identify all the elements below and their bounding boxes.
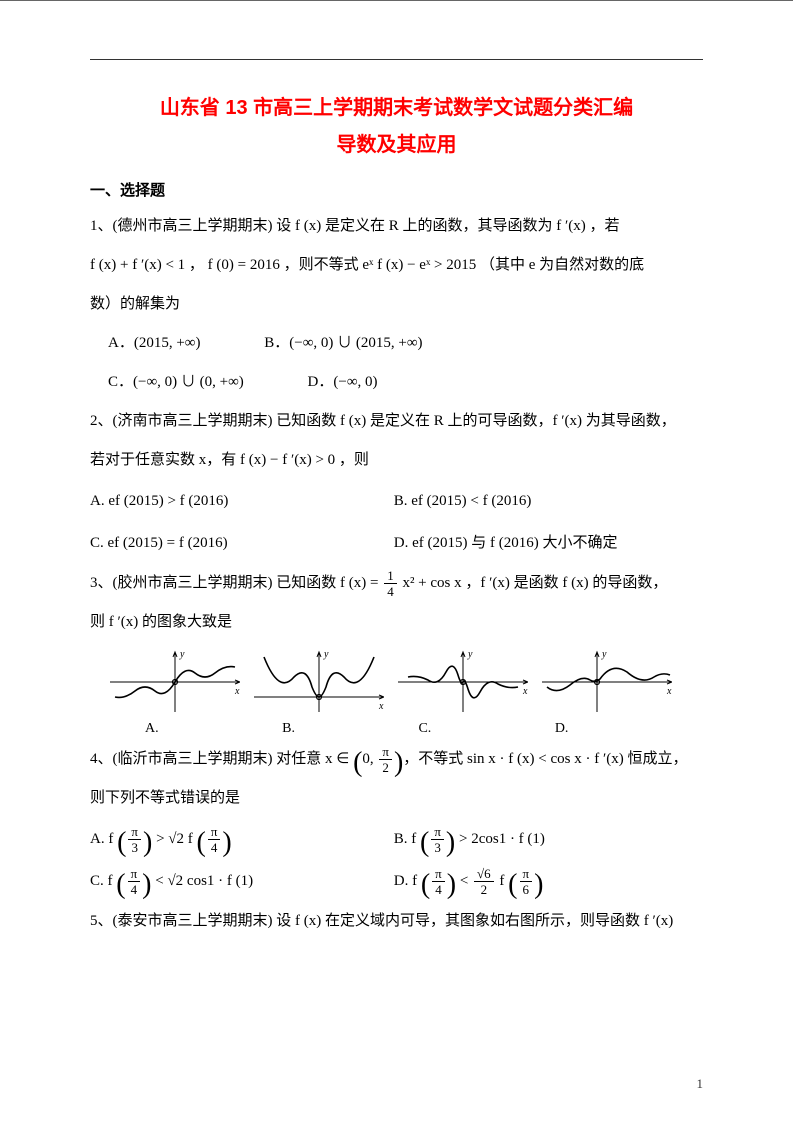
q4-opt-d-mid: < [456,873,472,889]
q3-label-a: A. [145,721,159,736]
q3-stem-post: x² + cos x ，f ′(x) 是函数 f (x) 的导函数， [399,575,668,591]
q4-options-row1: A. f (π3) > √2 f (π4) B. f (π3) > 2cos1 … [90,821,703,857]
section-heading: 一、选择题 [90,179,703,200]
q4-opt-c-pre: C. f [90,873,116,889]
q4-opt-c: C. f (π4) < √2 cos1 · f (1) [90,863,390,899]
doc-title-line1: 山东省 13 市高三上学期期末考试数学文试题分类汇编 [90,91,703,120]
q2-opt-a: A. ef (2015) > f (2016) [90,483,390,519]
q4-opt-a-pre: A. f [90,831,117,847]
q4-options-row2: C. f (π4) < √2 cos1 · f (1) D. f (π4) < … [90,863,703,899]
q4-stem-line2: 则下列不等式错误的是 [90,782,703,815]
q4b-f1d: 3 [431,840,444,854]
q4-paren-open: ( [353,747,362,778]
q4a-f1n: π [128,825,141,840]
q4-opt-a-mid: > √2 f [152,831,196,847]
q4-interval-frac-den: 2 [379,760,392,774]
q5-stem: 5、(泰安市高三上学期期末) 设 f (x) 在定义域内可导，其图象如右图所示，… [90,905,703,938]
q3-stem-line2: 则 f ′(x) 的图象大致是 [90,606,703,639]
q4-opt-b-pre: B. f [394,831,420,847]
svg-text:x: x [234,686,240,697]
q1-stem-line2: f (x) + f ′(x) < 1 ， f (0) = 2016 ，则不等式 … [90,249,703,282]
q4a-f2n: π [208,825,221,840]
q1-options-row2: C．(−∞, 0) ∪ (0, +∞) D．(−∞, 0) [108,366,703,399]
q4d-f1d: 4 [432,882,445,896]
q4-stem-pre: 4、(临沂市高三上学期期末) 对任意 x ∈ [90,751,353,767]
q3-graph-a: x y [110,647,240,717]
q2-opt-d: D. ef (2015) 与 f (2016) 大小不确定 [394,525,684,561]
q4-opt-d-mid2: f [496,873,509,889]
q1-options-row1: A．(2015, +∞) B．(−∞, 0) ∪ (2015, +∞) [108,327,703,360]
q1-opt-c: C．(−∞, 0) ∪ (0, +∞) [108,374,244,390]
q4-opt-a: A. f (π3) > √2 f (π4) [90,821,390,857]
q4c-f1d: 4 [128,882,141,896]
q1-opt-b: B．(−∞, 0) ∪ (2015, +∞) [264,335,422,351]
q3-stem-line1: 3、(胶州市高三上学期期末) 已知函数 f (x) = 14 x² + cos … [90,567,703,600]
q3-label-d: D. [555,721,569,736]
doc-title-line2: 导数及其应用 [90,128,703,157]
q3-stem-pre: 3、(胶州市高三上学期期末) 已知函数 f (x) = [90,575,382,591]
q1-opt-d: D．(−∞, 0) [308,374,378,390]
q2-options-row1: A. ef (2015) > f (2016) B. ef (2015) < f… [90,483,703,519]
q2-opt-c: C. ef (2015) = f (2016) [90,525,390,561]
q2-stem-line1: 2、(济南市高三上学期期末) 已知函数 f (x) 是定义在 R 上的可导函数，… [90,405,703,438]
svg-text:x: x [378,701,384,712]
q3-graphs: x y x y x y [110,647,703,717]
q1-stem-line3: 数）的解集为 [90,288,703,321]
page-number: 1 [697,1076,704,1092]
q4d-f3d: 6 [520,882,533,896]
q3-graph-b: x y [254,647,384,717]
q2-opt-b: B. ef (2015) < f (2016) [394,483,684,519]
svg-text:y: y [467,649,473,660]
q4d-f1n: π [432,867,445,882]
svg-text:x: x [666,686,672,697]
q4a-f1d: 3 [128,840,141,854]
q4-interval-frac-num: π [379,745,392,760]
q3-frac-den: 4 [384,584,397,598]
q4-opt-b-post: > 2cos1 · f (1) [455,831,545,847]
q3-frac-num: 1 [384,569,397,584]
q4-stem-line1: 4、(临沂市高三上学期期末) 对任意 x ∈ (0, π2)，不等式 sin x… [90,743,703,776]
q4c-f1n: π [128,867,141,882]
q4-interval-frac: π2 [379,745,392,774]
q4-interval-a: 0, [362,751,377,767]
q4a-f2d: 4 [208,840,221,854]
q4-opt-d: D. f (π4) < √62 f (π6) [394,863,684,899]
q3-graph-labels: A. B. C. D. [145,721,703,737]
q4-opt-c-mid: < √2 cos1 · f (1) [151,873,253,889]
q1-stem-line1: 1、(德州市高三上学期期末) 设 f (x) 是定义在 R 上的函数，其导函数为… [90,210,703,243]
q4-opt-d-pre: D. f [394,873,421,889]
q3-label-c: C. [418,721,431,736]
page: 山东省 13 市高三上学期期末考试数学文试题分类汇编 导数及其应用 一、选择题 … [0,0,793,1122]
q3-graph-d: x y [542,647,672,717]
q4-opt-b: B. f (π3) > 2cos1 · f (1) [394,821,684,857]
q2-stem-line2: 若对于任意实数 x，有 f (x) − f ′(x) > 0 ，则 [90,444,703,477]
svg-text:x: x [522,686,528,697]
svg-text:y: y [323,649,329,660]
q4d-f2n: √6 [474,867,494,882]
q3-frac-1-4: 14 [384,569,397,598]
q1-opt-a: A．(2015, +∞) [108,335,200,351]
q3-label-b: B. [282,721,295,736]
q4-paren-close: ) [394,747,403,778]
q4d-f3n: π [520,867,533,882]
q4b-f1n: π [431,825,444,840]
q3-graph-c: x y [398,647,528,717]
q4-stem-b-text: 则下列不等式错误的是 [90,790,240,807]
q4-stem-post: ，不等式 sin x · f (x) < cos x · f ′(x) 恒成立， [403,751,687,767]
svg-text:y: y [179,649,185,660]
q2-options-row2: C. ef (2015) = f (2016) D. ef (2015) 与 f… [90,525,703,561]
q4d-f2d: 2 [474,882,494,896]
svg-text:y: y [601,649,607,660]
